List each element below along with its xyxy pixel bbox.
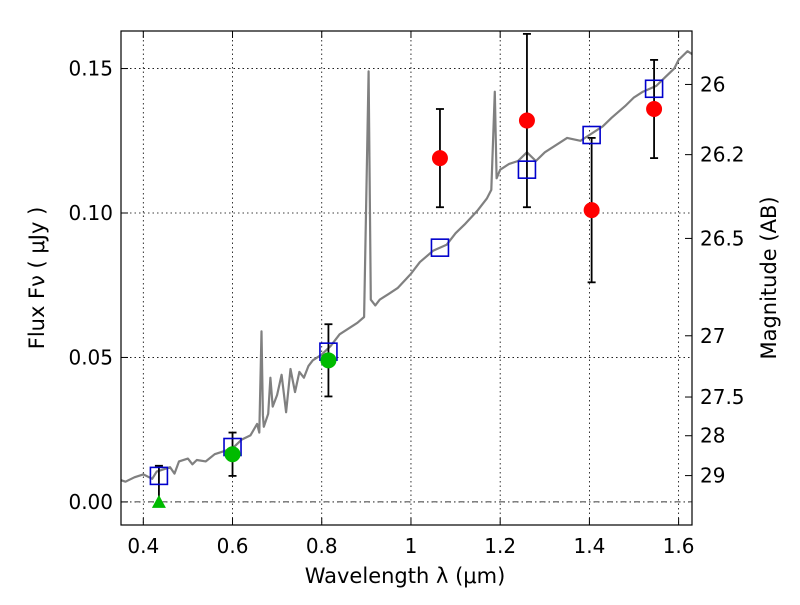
marker-layer — [149, 79, 664, 508]
x-tick-label: 1.2 — [484, 534, 516, 558]
upper-limit-triangle-marker — [151, 494, 166, 508]
y2-tick-label: 27.5 — [700, 385, 745, 409]
ticks: 0.4 0.6 0.8 1 1.2 1.4 1.6 0.00 0.05 0.10 0.15 26 26.… — [68, 31, 745, 558]
y-axis-label: Flux Fν ( μJy ) — [25, 207, 49, 350]
x-tick-label: 0.4 — [127, 534, 159, 558]
model-square-marker — [582, 125, 601, 145]
data-point-marker — [518, 112, 535, 129]
model-square-marker — [430, 238, 450, 257]
x-axis-label: Wavelength λ (μm) — [305, 564, 506, 588]
x-tick-label: 0.6 — [217, 534, 249, 558]
data-point-marker — [583, 202, 600, 219]
y-tick-label: 0.10 — [68, 201, 113, 225]
y-tick-label: 0.15 — [68, 57, 113, 81]
y2-tick-label: 29 — [700, 464, 725, 488]
data-point-marker — [224, 446, 241, 463]
x-tick-label: 1.6 — [663, 534, 695, 558]
y2-tick-label: 26.2 — [700, 143, 745, 167]
spectrum-line — [120, 50, 693, 483]
y2-axis-label: Magnitude (AB) — [757, 196, 781, 359]
x-tick-label: 1.4 — [573, 534, 605, 558]
y2-tick-label: 28 — [700, 424, 725, 448]
plot-frame — [120, 30, 693, 526]
model-square-marker — [149, 466, 169, 486]
model-square-marker — [517, 160, 537, 179]
y2-tick-label: 27 — [700, 324, 725, 348]
y-tick-label: 0.05 — [68, 345, 113, 369]
data-point-marker — [320, 352, 337, 369]
spectrum-layer — [120, 50, 693, 483]
data-point-marker — [646, 101, 663, 117]
x-tick-label: 1 — [405, 534, 418, 558]
x-tick-label: 0.8 — [306, 534, 338, 558]
y2-tick-label: 26.5 — [700, 226, 745, 250]
y2-tick-label: 26 — [700, 72, 725, 96]
model-square-marker — [644, 79, 664, 99]
y-tick-label: 0.00 — [68, 490, 113, 514]
data-point-marker — [431, 150, 448, 167]
